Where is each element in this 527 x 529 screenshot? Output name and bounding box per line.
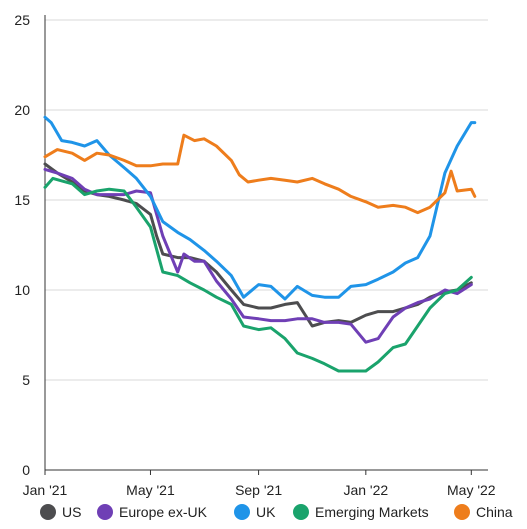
legend-label: Emerging Markets [315, 504, 429, 520]
x-tick-label: Sep '21 [235, 482, 282, 498]
x-tick-label: May '21 [126, 482, 175, 498]
legend-label: US [62, 504, 81, 520]
y-tick-label: 5 [22, 372, 30, 388]
legend-label: Europe ex-UK [119, 504, 208, 520]
legend-label: UK [256, 504, 276, 520]
legend-label: China [476, 504, 513, 520]
legend-swatch-uk [234, 504, 250, 520]
series-lines [43, 115, 477, 373]
y-tick-label: 15 [14, 192, 30, 208]
axes: 0 5 10 15 20 25 Jan '21 May '21 Sep '21 Jan '22 Ma… [14, 12, 495, 498]
legend-swatch-emerging-markets [293, 504, 309, 520]
x-tick-label: May '22 [447, 482, 496, 498]
legend: US Europe ex-UK UK Emerging Markets China [40, 504, 513, 520]
series-line-europe-ex-uk [43, 167, 473, 344]
series-line-emerging-markets [43, 176, 473, 373]
y-tick-label: 0 [22, 462, 30, 478]
series-line-china [43, 133, 477, 215]
legend-swatch-europe-ex-uk [97, 504, 113, 520]
y-tick-label: 10 [14, 282, 30, 298]
legend-swatch-china [454, 504, 470, 520]
y-tick-label: 25 [14, 12, 30, 28]
gridlines [45, 19, 488, 381]
series-line-us [43, 162, 473, 328]
x-tick-label: Jan '22 [343, 482, 388, 498]
series-line-uk [43, 115, 477, 301]
x-tick-label: Jan '21 [23, 482, 68, 498]
legend-swatch-us [40, 504, 56, 520]
y-tick-label: 20 [14, 102, 30, 118]
